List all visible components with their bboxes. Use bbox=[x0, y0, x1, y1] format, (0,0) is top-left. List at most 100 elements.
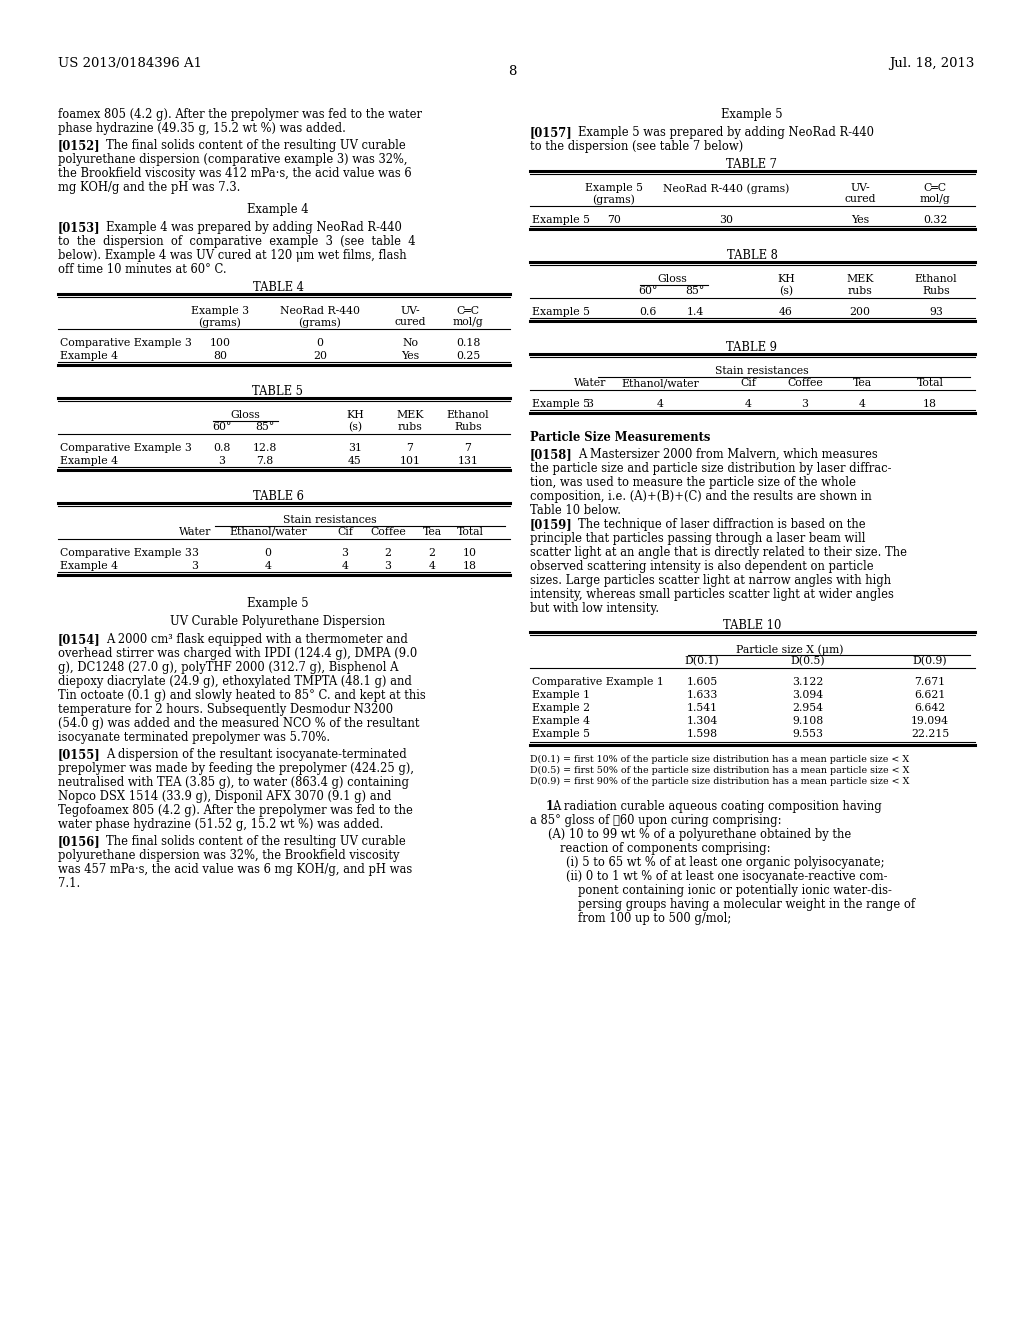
Text: 20: 20 bbox=[313, 351, 327, 360]
Text: polyurethane dispersion was 32%, the Brookfield viscosity: polyurethane dispersion was 32%, the Bro… bbox=[58, 849, 399, 862]
Text: KH: KH bbox=[777, 275, 795, 284]
Text: TABLE 8: TABLE 8 bbox=[727, 249, 777, 261]
Text: 0: 0 bbox=[264, 548, 271, 558]
Text: was 457 mPa·s, the acid value was 6 mg KOH/g, and pH was: was 457 mPa·s, the acid value was 6 mg K… bbox=[58, 863, 413, 876]
Text: Total: Total bbox=[916, 378, 943, 388]
Text: phase hydrazine (49.35 g, 15.2 wt %) was added.: phase hydrazine (49.35 g, 15.2 wt %) was… bbox=[58, 121, 346, 135]
Text: Rubs: Rubs bbox=[455, 422, 482, 432]
Text: 7.8: 7.8 bbox=[256, 455, 273, 466]
Text: [0158]: [0158] bbox=[530, 447, 572, 461]
Text: 70: 70 bbox=[607, 215, 621, 224]
Text: 131: 131 bbox=[458, 455, 478, 466]
Text: Example 5: Example 5 bbox=[585, 183, 643, 193]
Text: Coffee: Coffee bbox=[787, 378, 823, 388]
Text: Example 2: Example 2 bbox=[532, 704, 590, 713]
Text: (s): (s) bbox=[779, 286, 793, 296]
Text: A Mastersizer 2000 from Malvern, which measures: A Mastersizer 2000 from Malvern, which m… bbox=[578, 447, 878, 461]
Text: Particle Size Measurements: Particle Size Measurements bbox=[530, 432, 711, 444]
Text: 1.598: 1.598 bbox=[686, 729, 718, 739]
Text: 3: 3 bbox=[218, 455, 225, 466]
Text: KH: KH bbox=[346, 411, 364, 420]
Text: but with low intensity.: but with low intensity. bbox=[530, 602, 659, 615]
Text: NeoRad R-440: NeoRad R-440 bbox=[280, 306, 360, 315]
Text: The final solids content of the resulting UV curable: The final solids content of the resultin… bbox=[106, 139, 406, 152]
Text: 9.553: 9.553 bbox=[793, 729, 823, 739]
Text: tion, was used to measure the particle size of the whole: tion, was used to measure the particle s… bbox=[530, 477, 856, 488]
Text: US 2013/0184396 A1: US 2013/0184396 A1 bbox=[58, 57, 202, 70]
Text: [0157]: [0157] bbox=[530, 125, 572, 139]
Text: Water: Water bbox=[179, 527, 211, 537]
Text: 0.8: 0.8 bbox=[213, 444, 230, 453]
Text: D(0.5) = first 50% of the particle size distribution has a mean particle size < : D(0.5) = first 50% of the particle size … bbox=[530, 766, 909, 775]
Text: (A) 10 to 99 wt % of a polyurethane obtained by the: (A) 10 to 99 wt % of a polyurethane obta… bbox=[548, 828, 851, 841]
Text: neutralised with TEA (3.85 g), to water (863.4 g) containing: neutralised with TEA (3.85 g), to water … bbox=[58, 776, 409, 789]
Text: [0156]: [0156] bbox=[58, 836, 100, 847]
Text: persing groups having a molecular weight in the range of: persing groups having a molecular weight… bbox=[578, 898, 915, 911]
Text: The final solids content of the resulting UV curable: The final solids content of the resultin… bbox=[106, 836, 406, 847]
Text: to the dispersion (see table 7 below): to the dispersion (see table 7 below) bbox=[530, 140, 743, 153]
Text: D(0.1) = first 10% of the particle size distribution has a mean particle size < : D(0.1) = first 10% of the particle size … bbox=[530, 755, 909, 764]
Text: Stain resistances: Stain resistances bbox=[715, 366, 809, 376]
Text: rubs: rubs bbox=[848, 286, 872, 296]
Text: 3: 3 bbox=[384, 561, 391, 572]
Text: Tegofoamex 805 (4.2 g). After the prepolymer was fed to the: Tegofoamex 805 (4.2 g). After the prepol… bbox=[58, 804, 413, 817]
Text: Particle size X (μm): Particle size X (μm) bbox=[736, 644, 844, 655]
Text: [0152]: [0152] bbox=[58, 139, 100, 152]
Text: 3: 3 bbox=[802, 399, 809, 409]
Text: 45: 45 bbox=[348, 455, 361, 466]
Text: (grams): (grams) bbox=[299, 317, 341, 327]
Text: 3.122: 3.122 bbox=[793, 677, 823, 686]
Text: 12.8: 12.8 bbox=[253, 444, 278, 453]
Text: 6.621: 6.621 bbox=[914, 690, 946, 700]
Text: D(0.5): D(0.5) bbox=[791, 656, 825, 667]
Text: 101: 101 bbox=[399, 455, 421, 466]
Text: Rubs: Rubs bbox=[923, 286, 950, 296]
Text: 4: 4 bbox=[264, 561, 271, 572]
Text: 3.094: 3.094 bbox=[793, 690, 823, 700]
Text: 4: 4 bbox=[429, 561, 435, 572]
Text: 9.108: 9.108 bbox=[793, 715, 823, 726]
Text: 31: 31 bbox=[348, 444, 362, 453]
Text: 3: 3 bbox=[191, 561, 199, 572]
Text: MEK: MEK bbox=[846, 275, 873, 284]
Text: Water: Water bbox=[573, 378, 606, 388]
Text: UV Curable Polyurethane Dispersion: UV Curable Polyurethane Dispersion bbox=[170, 615, 386, 628]
Text: 18: 18 bbox=[463, 561, 477, 572]
Text: g), DC1248 (27.0 g), polyTHF 2000 (312.7 g), Bisphenol A: g), DC1248 (27.0 g), polyTHF 2000 (312.7… bbox=[58, 661, 398, 675]
Text: temperature for 2 hours. Subsequently Desmodur N3200: temperature for 2 hours. Subsequently De… bbox=[58, 704, 393, 715]
Text: Ethanol: Ethanol bbox=[446, 411, 489, 420]
Text: overhead stirrer was charged with IPDI (124.4 g), DMPA (9.0: overhead stirrer was charged with IPDI (… bbox=[58, 647, 417, 660]
Text: Cif: Cif bbox=[337, 527, 353, 537]
Text: 0.18: 0.18 bbox=[456, 338, 480, 348]
Text: 22.215: 22.215 bbox=[911, 729, 949, 739]
Text: MEK: MEK bbox=[396, 411, 424, 420]
Text: off time 10 minutes at 60° C.: off time 10 minutes at 60° C. bbox=[58, 263, 226, 276]
Text: C═C: C═C bbox=[924, 183, 946, 193]
Text: Comparative Example 3: Comparative Example 3 bbox=[60, 444, 191, 453]
Text: Example 4: Example 4 bbox=[60, 561, 118, 572]
Text: Table 10 below.: Table 10 below. bbox=[530, 504, 621, 517]
Text: 4: 4 bbox=[858, 399, 865, 409]
Text: 2: 2 bbox=[428, 548, 435, 558]
Text: Example 3: Example 3 bbox=[190, 306, 249, 315]
Text: UV-: UV- bbox=[400, 306, 420, 315]
Text: TABLE 7: TABLE 7 bbox=[726, 158, 777, 172]
Text: 7.671: 7.671 bbox=[914, 677, 945, 686]
Text: [0154]: [0154] bbox=[58, 634, 100, 645]
Text: rubs: rubs bbox=[397, 422, 422, 432]
Text: below). Example 4 was UV cured at 120 μm wet films, flash: below). Example 4 was UV cured at 120 μm… bbox=[58, 249, 407, 261]
Text: Example 5: Example 5 bbox=[532, 215, 590, 224]
Text: Total: Total bbox=[457, 527, 483, 537]
Text: Example 5 was prepared by adding NeoRad R-440: Example 5 was prepared by adding NeoRad … bbox=[578, 125, 874, 139]
Text: 0.6: 0.6 bbox=[639, 308, 656, 317]
Text: 7: 7 bbox=[407, 444, 414, 453]
Text: Ethanol: Ethanol bbox=[914, 275, 957, 284]
Text: Tin octoate (0.1 g) and slowly heated to 85° C. and kept at this: Tin octoate (0.1 g) and slowly heated to… bbox=[58, 689, 426, 702]
Text: intensity, whereas small particles scatter light at wider angles: intensity, whereas small particles scatt… bbox=[530, 587, 894, 601]
Text: (i) 5 to 65 wt % of at least one organic polyisocyanate;: (i) 5 to 65 wt % of at least one organic… bbox=[566, 855, 885, 869]
Text: 1.541: 1.541 bbox=[686, 704, 718, 713]
Text: [0155]: [0155] bbox=[58, 748, 100, 762]
Text: 2.954: 2.954 bbox=[793, 704, 823, 713]
Text: 1.4: 1.4 bbox=[686, 308, 703, 317]
Text: Comparative Example 3: Comparative Example 3 bbox=[60, 338, 191, 348]
